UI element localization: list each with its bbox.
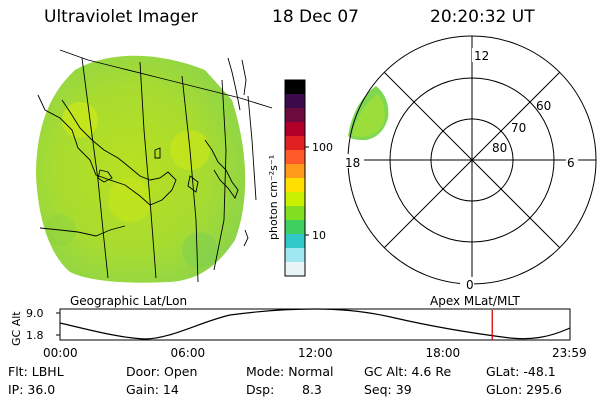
- status-flt: Flt: LBHL: [8, 364, 64, 379]
- status-gc-alt: GC Alt: 4.6 Re: [364, 364, 452, 379]
- status-door: Door: Open: [126, 364, 198, 379]
- app-title: Ultraviolet Imager: [44, 7, 198, 27]
- date-label: 18 Dec 07: [272, 7, 359, 27]
- colorbar-band: [285, 262, 305, 277]
- colorbar-band: [285, 206, 305, 221]
- colorbar: [285, 80, 305, 277]
- timeline-xtick-label: 06:00: [171, 346, 206, 360]
- altitude-timeline: 9.0 1.8 GC Alt 00:00 06:00 12:00 18:00 23:59: [10, 307, 587, 360]
- status-glat: GLat: -48.1: [486, 364, 556, 379]
- timeline-ylabel: GC Alt: [10, 311, 23, 346]
- geographic-image: [36, 49, 273, 283]
- timeline-xtick-label: 00:00: [43, 346, 78, 360]
- colorbar-band: [285, 80, 305, 95]
- colorbar-band: [285, 136, 305, 151]
- colorbar-band: [285, 248, 305, 263]
- colorbar-label-10: 10: [312, 229, 326, 242]
- colorbar-band: [285, 108, 305, 123]
- mlt-label-18: 18: [345, 156, 360, 170]
- colorbar-label-100: 100: [312, 141, 333, 154]
- status-glon: GLon: 295.6: [486, 382, 562, 397]
- colorbar-band: [285, 164, 305, 179]
- geographic-caption: Geographic Lat/Lon: [70, 294, 188, 308]
- colorbar-band: [285, 234, 305, 249]
- colorbar-frame: [284, 79, 306, 277]
- timeline-xtick-label: 23:59: [552, 346, 587, 360]
- colorbar-band: [285, 94, 305, 109]
- timeline-xtick-label: 18:00: [426, 346, 461, 360]
- altitude-curve: [59, 308, 571, 340]
- colorbar-band: [285, 150, 305, 165]
- colorbar-band: [285, 122, 305, 137]
- status-mode: Mode: Normal: [246, 364, 334, 379]
- lat-label-70: 70: [511, 121, 526, 135]
- colorbar-band: [285, 192, 305, 207]
- status-gain: Gain: 14: [126, 382, 179, 397]
- mlt-label-0: 0: [466, 278, 474, 292]
- status-ip: IP: 36.0: [8, 382, 56, 397]
- mlt-label-6: 6: [567, 156, 575, 170]
- timeline-xtick-label: 12:00: [298, 346, 333, 360]
- colorbar-band: [285, 178, 305, 193]
- lat-label-60: 60: [536, 99, 551, 113]
- status-dsp-value: 8.3: [302, 382, 322, 397]
- timeline-ytick-1-8: 1.8: [26, 329, 44, 342]
- mlt-label-12: 12: [474, 49, 489, 63]
- apex-caption: Apex MLat/MLT: [430, 294, 520, 308]
- colorbar-band: [285, 220, 305, 235]
- colorbar-unit-label: photon cm⁻²s⁻¹: [267, 155, 280, 240]
- timeline-ytick-9: 9.0: [26, 307, 44, 320]
- time-label: 20:20:32 UT: [430, 7, 535, 27]
- status-dsp-label: Dsp:: [246, 382, 275, 397]
- status-seq: Seq: 39: [364, 382, 412, 397]
- lat-label-80: 80: [492, 141, 507, 155]
- polar-plot: 12 6 0 18 60 70 80: [344, 35, 597, 292]
